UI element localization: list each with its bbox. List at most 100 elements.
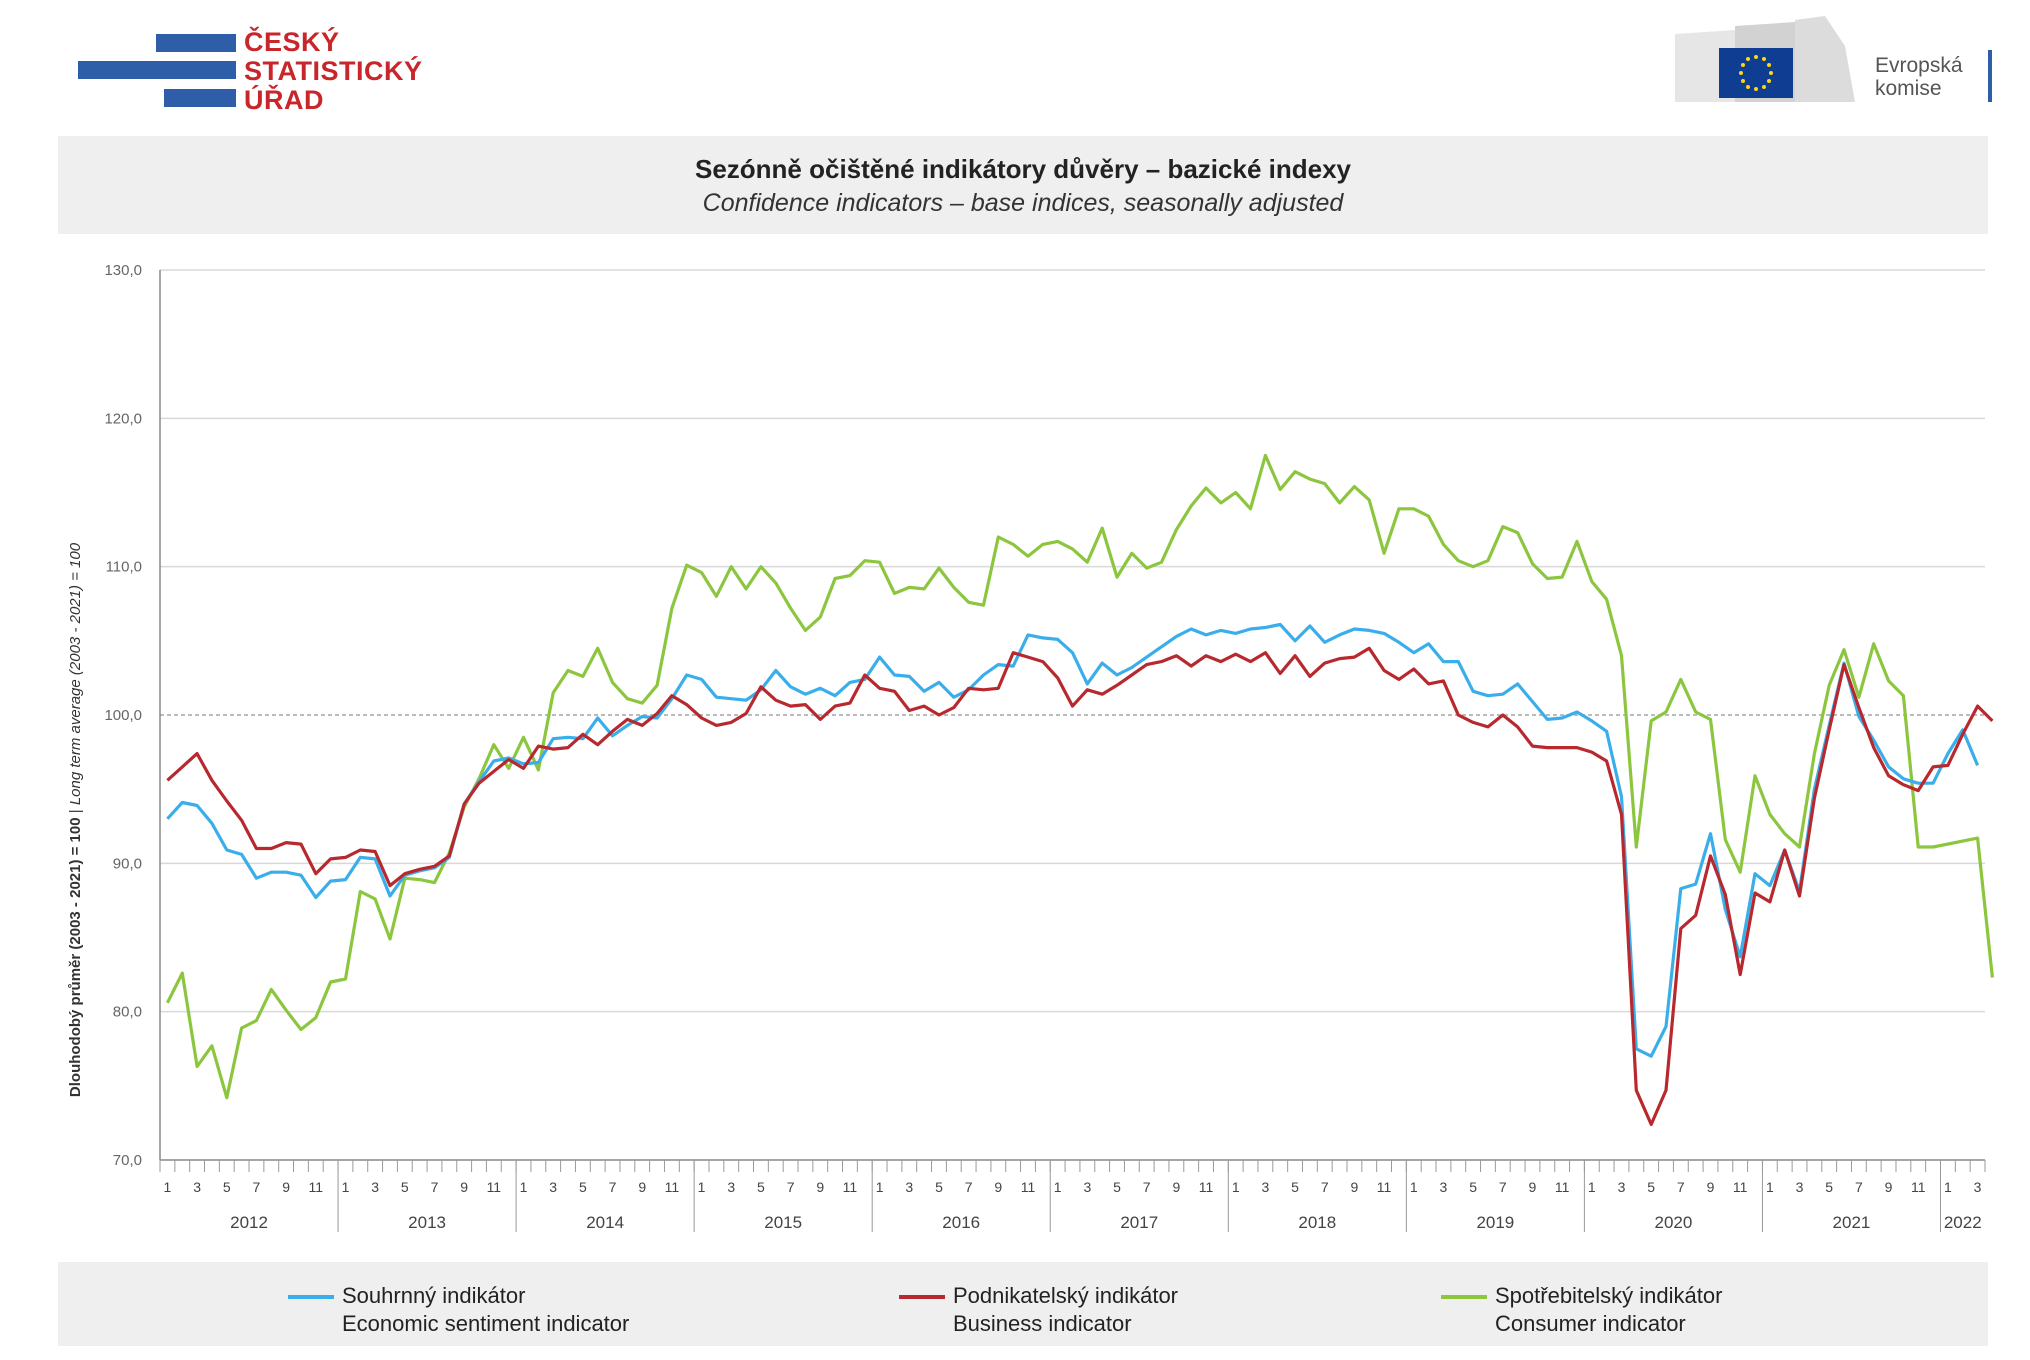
x-tick-label-month: 1 xyxy=(1588,1179,1596,1195)
x-tick-label-month: 11 xyxy=(1733,1179,1748,1195)
x-tick-label-month: 1 xyxy=(520,1179,528,1195)
csu-logo-bar-middle xyxy=(78,61,236,79)
x-tick-label-month: 1 xyxy=(1054,1179,1062,1195)
x-tick-label-month: 9 xyxy=(460,1179,468,1195)
legend-swatch-consumer xyxy=(1441,1295,1487,1299)
csu-logo-bar-bottom xyxy=(164,89,236,107)
y-tick-label: 120,0 xyxy=(104,410,142,427)
x-tick-label-month: 7 xyxy=(1321,1179,1329,1195)
x-tick-label-month: 5 xyxy=(1825,1179,1833,1195)
x-tick-label-month: 11 xyxy=(1199,1179,1214,1195)
legend-label-business-en: Business indicator xyxy=(953,1311,1132,1336)
series-line-business xyxy=(166,646,1994,1126)
x-tick-label-month: 3 xyxy=(193,1179,201,1195)
x-tick-label-month: 1 xyxy=(1410,1179,1418,1195)
x-tick-label-month: 11 xyxy=(309,1179,324,1195)
legend-swatch-business xyxy=(899,1295,945,1299)
x-tick-label-month: 1 xyxy=(1944,1179,1952,1195)
x-tick-label-month: 5 xyxy=(401,1179,409,1195)
x-tick-label-month: 1 xyxy=(876,1179,884,1195)
ec-logo: Evropská komise xyxy=(1675,16,1995,106)
legend-label-esi-en: Economic sentiment indicator xyxy=(342,1311,630,1336)
csu-logo-line-3: ÚŘAD xyxy=(244,85,324,115)
csu-logo-bar-top xyxy=(156,34,236,52)
y-tick-label: 90,0 xyxy=(113,855,142,872)
x-tick-label-month: 7 xyxy=(1677,1179,1685,1195)
legend-label-esi-cz: Souhrnný indikátor xyxy=(342,1283,526,1308)
x-tick-label-month: 5 xyxy=(1647,1179,1655,1195)
gridlines xyxy=(160,269,1985,1013)
x-tick-label-month: 3 xyxy=(1083,1179,1091,1195)
csu-logo-line-2: STATISTICKÝ xyxy=(244,56,423,86)
x-tick-label-month: 5 xyxy=(1291,1179,1299,1195)
x-tick-label-month: 7 xyxy=(431,1179,439,1195)
x-tick-label-month: 11 xyxy=(1555,1179,1570,1195)
x-tick-label-month: 5 xyxy=(223,1179,231,1195)
ec-logo-text: Evropská komise xyxy=(1875,54,1963,100)
y-tick-label: 80,0 xyxy=(113,1004,142,1021)
ec-logo-rule xyxy=(1988,50,1992,102)
legend-item-esi: Souhrnný indikátor Economic sentiment in… xyxy=(288,1282,630,1338)
legend-label-consumer-en: Consumer indicator xyxy=(1495,1311,1686,1336)
ec-logo-line-1: Evropská xyxy=(1875,54,1963,77)
x-tick-label-month: 9 xyxy=(282,1179,290,1195)
x-tick-label-month: 3 xyxy=(1796,1179,1804,1195)
y-tick-label: 130,0 xyxy=(104,262,142,279)
csu-logo-text: ČESKÝ STATISTICKÝ ÚŘAD xyxy=(244,28,423,115)
x-tick-label-month: 3 xyxy=(1261,1179,1269,1195)
y-axis-label-cz: Dlouhodobý průměr (2003 - 2021) = 100 xyxy=(67,817,84,1097)
y-tick-label: 70,0 xyxy=(113,1152,142,1169)
y-tick-label: 100,0 xyxy=(104,707,142,724)
x-tick-label-month: 7 xyxy=(253,1179,261,1195)
ec-logo-line-2: komise xyxy=(1875,77,1942,100)
chart-title-box: Sezónně očištěné indikátory důvěry – baz… xyxy=(58,136,1988,234)
y-axis-label-en: Long term average (2003 - 2021) = 100 xyxy=(67,542,84,805)
x-year-label: 2016 xyxy=(942,1213,980,1232)
series-line-esi xyxy=(166,622,1980,1058)
y-axis-label: Dlouhodobý průměr (2003 - 2021) = 100 | … xyxy=(67,542,84,1097)
x-tick-label-month: 7 xyxy=(609,1179,617,1195)
x-tick-label-month: 9 xyxy=(1885,1179,1893,1195)
x-tick-label-month: 9 xyxy=(1351,1179,1359,1195)
x-tick-label-month: 7 xyxy=(1499,1179,1507,1195)
x-tick-label-month: 11 xyxy=(843,1179,858,1195)
x-tick-label-month: 5 xyxy=(757,1179,765,1195)
x-tick-label-month: 3 xyxy=(905,1179,913,1195)
x-tick-label-month: 9 xyxy=(1172,1179,1180,1195)
x-tick-label-month: 1 xyxy=(1232,1179,1240,1195)
x-year-label: 2021 xyxy=(1833,1213,1871,1232)
x-tick-label-month: 5 xyxy=(935,1179,943,1195)
x-tick-label-month: 3 xyxy=(1440,1179,1448,1195)
x-tick-label-month: 1 xyxy=(698,1179,706,1195)
x-tick-label-month: 11 xyxy=(1377,1179,1392,1195)
x-tick-label-month: 5 xyxy=(1113,1179,1121,1195)
chart-subtitle: Confidence indicators – base indices, se… xyxy=(702,189,1344,217)
x-tick-label-month: 1 xyxy=(164,1179,172,1195)
x-tick-label-month: 9 xyxy=(1707,1179,1715,1195)
x-tick-label-month: 7 xyxy=(1855,1179,1863,1195)
x-tick-label-month: 9 xyxy=(816,1179,824,1195)
x-year-label: 2015 xyxy=(764,1213,802,1232)
x-tick-label-month: 9 xyxy=(638,1179,646,1195)
y-axis-label-separator: | xyxy=(67,805,84,817)
legend-label-business-cz: Podnikatelský indikátor xyxy=(953,1283,1179,1308)
legend: Souhrnný indikátor Economic sentiment in… xyxy=(58,1262,1988,1346)
ec-building-emblem-icon xyxy=(1675,16,1855,102)
x-tick-label-month: 11 xyxy=(1021,1179,1036,1195)
x-year-label: 2012 xyxy=(230,1213,268,1232)
series-line-consumer xyxy=(165,453,1994,1100)
legend-item-consumer: Spotřebitelský indikátor Consumer indica… xyxy=(1441,1282,1723,1338)
legend-swatch-esi xyxy=(288,1295,334,1299)
x-tick-label-month: 3 xyxy=(371,1179,379,1195)
x-year-label: 2018 xyxy=(1298,1213,1336,1232)
x-year-label: 2019 xyxy=(1476,1213,1514,1232)
x-year-label: 2017 xyxy=(1120,1213,1158,1232)
x-tick-label-month: 11 xyxy=(487,1179,502,1195)
x-tick-label-month: 7 xyxy=(1143,1179,1151,1195)
legend-label-consumer-cz: Spotřebitelský indikátor xyxy=(1495,1283,1723,1308)
x-tick-label-month: 3 xyxy=(1974,1179,1982,1195)
x-tick-label-month: 5 xyxy=(579,1179,587,1195)
x-tick-label-month: 1 xyxy=(342,1179,350,1195)
